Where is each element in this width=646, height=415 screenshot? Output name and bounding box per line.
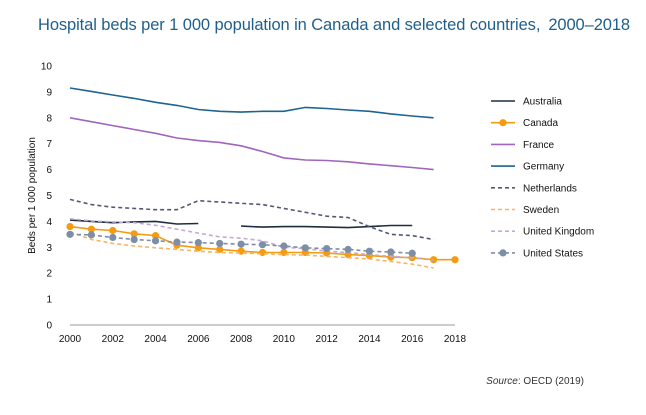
legend-item-netherlands: Netherlands xyxy=(491,183,577,194)
source-text: : OECD (2019) xyxy=(517,376,584,387)
data-point-canada xyxy=(194,244,202,252)
y-tick-label: 10 xyxy=(41,62,53,73)
data-point-united-states xyxy=(237,240,245,248)
series-line-sweden xyxy=(69,231,434,269)
series-lines xyxy=(66,87,459,269)
axes: 0 1 2 3 4 5 6 7 8 9 10 2000 2002 2004 2006 2008 2010 2012… xyxy=(27,62,467,346)
y-tick-label: 1 xyxy=(46,295,52,306)
series-line-australia xyxy=(241,224,413,229)
data-point-canada xyxy=(151,232,160,240)
x-tick-label: 2008 xyxy=(230,334,253,345)
series-netherlands xyxy=(69,198,434,241)
series-united-kingdom xyxy=(69,218,434,262)
y-tick-label: 4 xyxy=(46,217,52,228)
data-point-united-states xyxy=(258,241,267,249)
data-point-united-states xyxy=(344,245,352,253)
x-tick-label: 2018 xyxy=(444,334,467,345)
data-point-united-states xyxy=(66,230,74,238)
y-tick-label: 5 xyxy=(46,191,52,202)
series-germany xyxy=(69,87,434,119)
data-point-united-states xyxy=(87,231,95,239)
data-point-united-states xyxy=(387,248,395,256)
legend-label: Netherlands xyxy=(523,183,577,194)
series-line-united-kingdom xyxy=(69,218,434,262)
y-axis-label: Beds per 1 000 population xyxy=(27,137,38,254)
data-point-united-states xyxy=(173,238,181,246)
series-line-germany xyxy=(69,87,434,119)
x-tick-label: 2002 xyxy=(102,334,125,345)
chart-title-years: 2000–2018 xyxy=(548,16,631,34)
y-tick-label: 6 xyxy=(46,165,52,176)
legend-label: United Kingdom xyxy=(523,227,594,238)
data-point-united-states xyxy=(109,233,117,242)
data-point-united-states xyxy=(216,239,224,248)
legend-item-australia: Australia xyxy=(491,97,562,108)
legend-label: Canada xyxy=(523,118,558,129)
data-point-canada xyxy=(130,230,138,238)
legend-marker xyxy=(499,119,507,127)
data-point-canada xyxy=(87,225,95,233)
series-united-states xyxy=(66,230,416,257)
data-point-united-states xyxy=(301,244,309,252)
data-point-canada xyxy=(109,226,117,235)
source-note: Source: OECD (2019) xyxy=(486,376,584,387)
data-point-united-states xyxy=(151,237,160,245)
y-tick-label: 7 xyxy=(46,139,52,150)
data-point-united-states xyxy=(323,244,331,253)
data-point-united-states xyxy=(365,247,374,255)
series-sweden xyxy=(69,231,434,269)
data-point-canada xyxy=(258,248,267,257)
legend-label: Australia xyxy=(523,97,562,108)
legend-label: Germany xyxy=(523,162,564,173)
data-point-canada xyxy=(451,256,459,264)
x-tick-label: 2012 xyxy=(316,334,339,345)
legend-label: United States xyxy=(523,248,583,259)
x-tick-label: 2000 xyxy=(59,334,82,345)
source-label: Source xyxy=(486,376,518,387)
data-point-united-states xyxy=(194,239,202,247)
data-point-united-states xyxy=(130,235,138,244)
series-france xyxy=(69,117,434,171)
legend-item-united-kingdom: United Kingdom xyxy=(491,227,594,238)
legend-marker xyxy=(499,249,507,257)
legend-item-germany: Germany xyxy=(491,162,564,173)
y-tick-label: 2 xyxy=(46,269,52,280)
data-point-united-states xyxy=(280,242,288,250)
legend-label: France xyxy=(523,140,555,151)
legend-label: Sweden xyxy=(523,205,559,216)
chart-title: Hospital beds per 1 000 population in Ca… xyxy=(38,16,630,35)
x-tick-label: 2004 xyxy=(144,334,167,345)
chart-title-text: Hospital beds per 1 000 population in Ca… xyxy=(38,16,541,34)
series-line-france xyxy=(69,117,434,171)
data-point-united-states xyxy=(408,249,416,257)
x-tick-label: 2006 xyxy=(187,334,210,345)
legend-item-sweden: Sweden xyxy=(491,205,559,216)
y-tick-label: 0 xyxy=(46,321,52,332)
legend: Australia Canada France Germany Netherlands S… xyxy=(491,97,594,259)
x-tick-label: 2010 xyxy=(273,334,296,345)
x-tick-label: 2016 xyxy=(401,334,424,345)
legend-item-united-states: United States xyxy=(491,248,583,259)
data-point-canada xyxy=(66,222,74,231)
legend-item-france: France xyxy=(491,140,555,151)
series-australia xyxy=(69,219,413,229)
legend-item-canada: Canada xyxy=(491,118,558,129)
data-point-canada xyxy=(216,245,224,253)
series-line-netherlands xyxy=(69,198,434,241)
y-tick-label: 9 xyxy=(46,87,52,98)
y-tick-label: 3 xyxy=(46,243,52,254)
y-tick-label: 8 xyxy=(46,113,52,124)
x-tick-label: 2014 xyxy=(358,334,381,345)
